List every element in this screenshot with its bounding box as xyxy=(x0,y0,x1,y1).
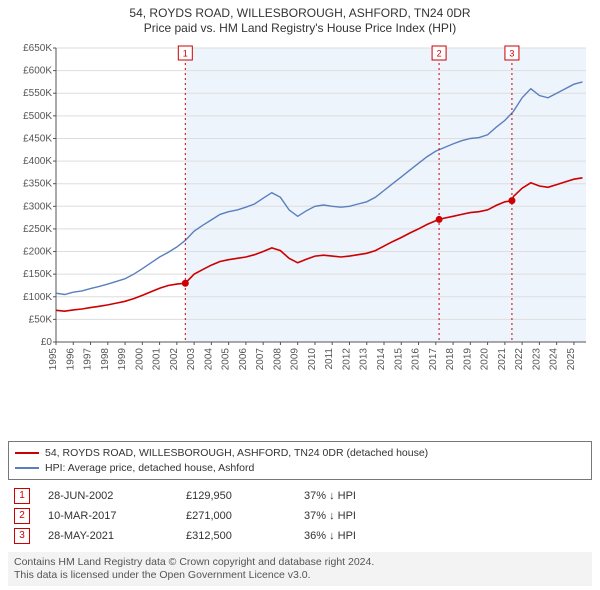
svg-text:2024: 2024 xyxy=(549,348,560,370)
svg-text:2009: 2009 xyxy=(290,348,301,370)
svg-text:£0: £0 xyxy=(41,337,53,348)
svg-text:3: 3 xyxy=(509,49,514,59)
svg-text:2022: 2022 xyxy=(514,348,525,370)
svg-text:2021: 2021 xyxy=(497,348,508,370)
svg-text:2016: 2016 xyxy=(411,348,422,370)
title-subtitle: Price paid vs. HM Land Registry's House … xyxy=(8,21,592,36)
sale-date: 28-JUN-2002 xyxy=(48,490,168,502)
sale-diff: 37% ↓ HPI xyxy=(304,510,404,522)
svg-text:£350K: £350K xyxy=(23,179,52,190)
svg-text:2008: 2008 xyxy=(272,348,283,370)
svg-text:£250K: £250K xyxy=(23,224,52,235)
legend-row: HPI: Average price, detached house, Ashf… xyxy=(15,461,585,475)
svg-text:2010: 2010 xyxy=(307,348,318,370)
svg-text:2018: 2018 xyxy=(445,348,456,370)
svg-text:2014: 2014 xyxy=(376,348,387,370)
svg-text:£550K: £550K xyxy=(23,88,52,99)
svg-text:2017: 2017 xyxy=(428,348,439,370)
legend-swatch xyxy=(15,452,39,454)
svg-text:£50K: £50K xyxy=(29,314,53,325)
svg-text:1995: 1995 xyxy=(48,348,59,370)
svg-text:2012: 2012 xyxy=(341,348,352,370)
svg-text:2001: 2001 xyxy=(152,348,163,370)
svg-text:2013: 2013 xyxy=(359,348,370,370)
sale-diff: 37% ↓ HPI xyxy=(304,490,404,502)
svg-text:1999: 1999 xyxy=(117,348,128,370)
sale-badge: 3 xyxy=(14,528,30,544)
svg-text:£450K: £450K xyxy=(23,133,52,144)
chart-svg: £0 £50K £100K £150K £200K £250K £300K £350K £400… xyxy=(8,40,592,370)
svg-text:2023: 2023 xyxy=(531,348,542,370)
svg-text:1997: 1997 xyxy=(83,348,94,370)
svg-text:£300K: £300K xyxy=(23,201,52,212)
title-block: 54, ROYDS ROAD, WILLESBOROUGH, ASHFORD, … xyxy=(8,6,592,36)
svg-text:2004: 2004 xyxy=(203,348,214,370)
sale-price: £312,500 xyxy=(186,530,286,542)
svg-text:£500K: £500K xyxy=(23,111,52,122)
svg-text:£400K: £400K xyxy=(23,156,52,167)
svg-text:1998: 1998 xyxy=(100,348,111,370)
footer-line: Contains HM Land Registry data © Crown c… xyxy=(14,556,586,569)
legend-label: HPI: Average price, detached house, Ashf… xyxy=(45,461,254,475)
sale-badge: 1 xyxy=(14,488,30,504)
footer-line: This data is licensed under the Open Gov… xyxy=(14,569,586,582)
svg-text:2015: 2015 xyxy=(393,348,404,370)
svg-text:2005: 2005 xyxy=(221,348,232,370)
table-row: 2 10-MAR-2017 £271,000 37% ↓ HPI xyxy=(8,506,592,526)
svg-text:£150K: £150K xyxy=(23,269,52,280)
legend-label: 54, ROYDS ROAD, WILLESBOROUGH, ASHFORD, … xyxy=(45,446,428,460)
svg-text:2003: 2003 xyxy=(186,348,197,370)
svg-text:£650K: £650K xyxy=(23,43,52,54)
title-address: 54, ROYDS ROAD, WILLESBOROUGH, ASHFORD, … xyxy=(8,6,592,21)
chart-area: £0 £50K £100K £150K £200K £250K £300K £350K £400… xyxy=(8,40,592,435)
svg-text:£600K: £600K xyxy=(23,66,52,77)
chart-container: 54, ROYDS ROAD, WILLESBOROUGH, ASHFORD, … xyxy=(0,0,600,590)
sale-date: 10-MAR-2017 xyxy=(48,510,168,522)
legend-swatch xyxy=(15,467,39,469)
sale-price: £129,950 xyxy=(186,490,286,502)
svg-text:2000: 2000 xyxy=(134,348,145,370)
sale-price: £271,000 xyxy=(186,510,286,522)
svg-text:2002: 2002 xyxy=(169,348,180,370)
sale-badge: 2 xyxy=(14,508,30,524)
svg-text:1996: 1996 xyxy=(65,348,76,370)
sales-table: 1 28-JUN-2002 £129,950 37% ↓ HPI 2 10-MA… xyxy=(8,486,592,546)
legend-row: 54, ROYDS ROAD, WILLESBOROUGH, ASHFORD, … xyxy=(15,446,585,460)
svg-text:2020: 2020 xyxy=(480,348,491,370)
table-row: 1 28-JUN-2002 £129,950 37% ↓ HPI xyxy=(8,486,592,506)
svg-text:2007: 2007 xyxy=(255,348,266,370)
svg-text:2011: 2011 xyxy=(324,348,335,370)
table-row: 3 28-MAY-2021 £312,500 36% ↓ HPI xyxy=(8,526,592,546)
sale-diff: 36% ↓ HPI xyxy=(304,530,404,542)
sale-date: 28-MAY-2021 xyxy=(48,530,168,542)
footer: Contains HM Land Registry data © Crown c… xyxy=(8,552,592,586)
svg-text:2019: 2019 xyxy=(462,348,473,370)
svg-text:2025: 2025 xyxy=(566,348,577,370)
svg-text:£200K: £200K xyxy=(23,247,52,258)
legend-box: 54, ROYDS ROAD, WILLESBOROUGH, ASHFORD, … xyxy=(8,441,592,479)
svg-text:1: 1 xyxy=(183,49,188,59)
svg-text:£100K: £100K xyxy=(23,292,52,303)
svg-text:2006: 2006 xyxy=(238,348,249,370)
svg-text:2: 2 xyxy=(437,49,442,59)
